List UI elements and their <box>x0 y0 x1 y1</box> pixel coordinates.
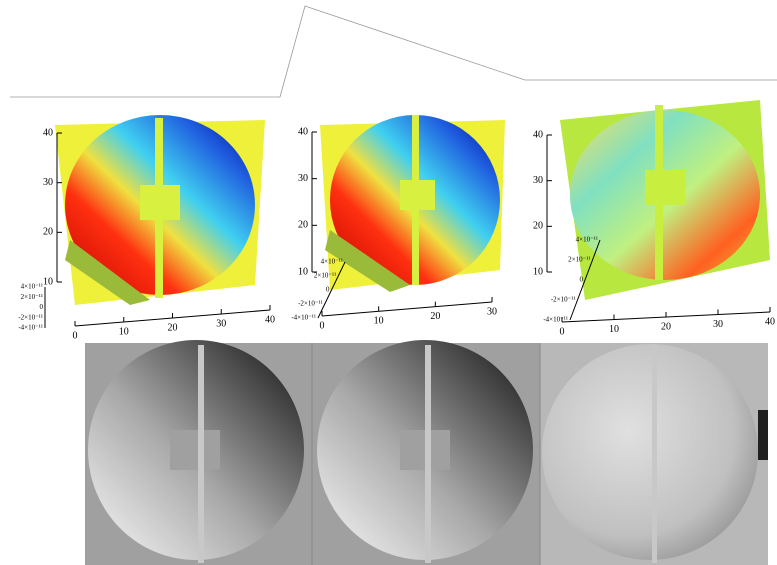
z-tick-label: 0 <box>580 276 584 284</box>
x-tick-label: 0 <box>320 320 325 331</box>
y-tick-label: 10 <box>533 266 543 277</box>
z-tick-label: -4×10⁻¹¹ <box>291 314 316 322</box>
y-tick-label: 30 <box>533 175 543 186</box>
gray-map-1 <box>88 340 304 563</box>
x-tick-label: 30 <box>487 306 497 317</box>
z-axis <box>317 261 346 319</box>
x-tick-label: 10 <box>119 326 129 337</box>
surface-1 <box>55 115 265 305</box>
x-tick-label: 0 <box>73 330 78 341</box>
y-tick-label: 40 <box>43 127 53 138</box>
y-tick-label: 40 <box>533 129 543 140</box>
gray-map-3 <box>540 343 768 565</box>
z-tick-label: -2×10⁻¹¹ <box>298 300 323 308</box>
z-tick-label: 2×10⁻¹¹ <box>314 272 336 280</box>
z-tick-label: 4×10⁻¹¹ <box>21 283 43 291</box>
frame-line <box>10 5 777 98</box>
x-tick-label: 40 <box>765 316 775 327</box>
z-tick-label: -2×10⁻¹¹ <box>551 296 576 304</box>
surface-3 <box>560 100 770 300</box>
x-tick-label: 20 <box>168 322 178 333</box>
x-axis <box>321 301 493 317</box>
x-tick-label: 40 <box>265 314 275 325</box>
z-tick-label: 4×10⁻¹¹ <box>576 236 598 244</box>
y-tick-label: 30 <box>298 173 308 184</box>
z-tick-label: -4×10⁻¹¹ <box>18 324 43 332</box>
y-tick-label: 20 <box>533 221 543 232</box>
y-tick-label: 20 <box>298 220 308 231</box>
z-tick-label: 2×10⁻¹¹ <box>568 256 590 264</box>
y-tick-label: 10 <box>298 266 308 277</box>
x-tick-label: 30 <box>216 318 226 329</box>
x-tick-label: 20 <box>430 311 440 322</box>
surface-2 <box>320 115 505 292</box>
y-tick-label: 10 <box>43 276 53 287</box>
z-tick-label: 4×10⁻¹¹ <box>321 258 343 266</box>
x-tick-label: 10 <box>609 324 619 335</box>
z-tick-label: 0 <box>326 286 330 294</box>
z-tick-label: -2×10⁻¹¹ <box>18 313 43 321</box>
x-tick-label: 10 <box>374 316 384 327</box>
z-tick-label: -4×10⁻¹¹ <box>543 316 568 324</box>
z-tick-label: 2×10⁻¹¹ <box>21 293 43 301</box>
x-tick-label: 20 <box>661 321 671 332</box>
z-tick-label: 0 <box>40 303 44 311</box>
y-tick-label: 30 <box>43 177 53 188</box>
x-tick-label: 30 <box>713 319 723 330</box>
gray-map-2 <box>317 340 533 563</box>
x-tick-label: 0 <box>560 326 565 337</box>
z-axis <box>569 239 601 321</box>
y-tick-label: 40 <box>298 126 308 137</box>
y-tick-label: 20 <box>43 227 53 238</box>
